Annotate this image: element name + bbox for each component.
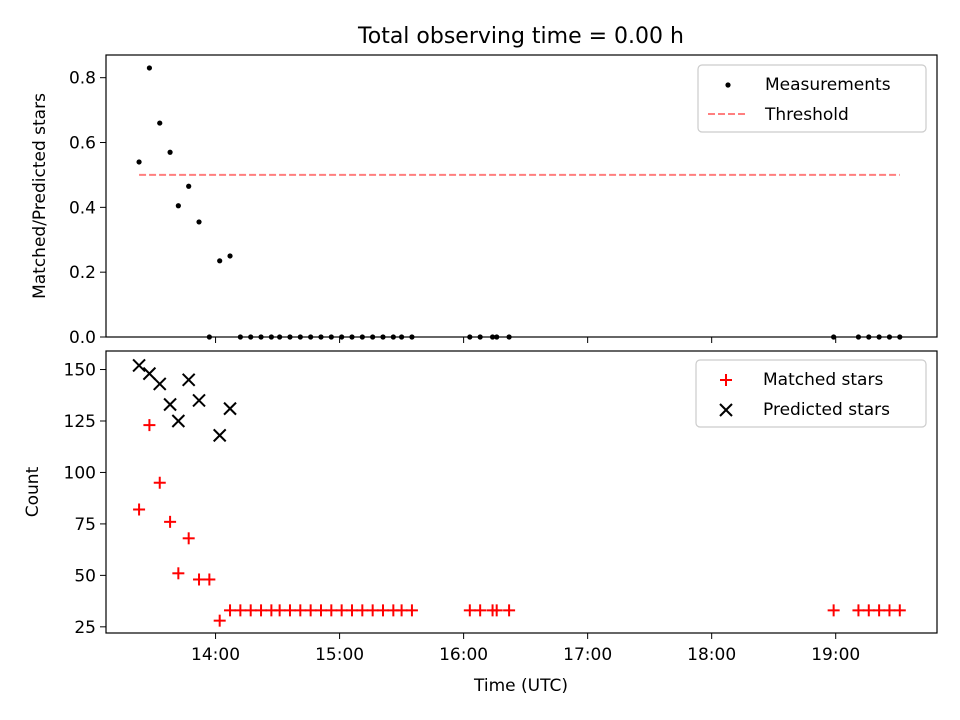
matched-star-point xyxy=(490,604,503,617)
matched-star-point xyxy=(304,604,317,617)
matched-star-point xyxy=(503,604,516,617)
bottom-ytick-label: 75 xyxy=(74,515,96,535)
bottom-xtick-label: 17:00 xyxy=(563,645,612,665)
top-ytick-label: 0.0 xyxy=(69,328,96,348)
legend-threshold-label: Threshold xyxy=(764,105,849,125)
top-plot-marks xyxy=(136,65,903,340)
measurement-point xyxy=(136,159,142,165)
matched-star-point xyxy=(366,604,379,617)
predicted-star-point xyxy=(163,397,177,412)
bottom-ytick-label: 25 xyxy=(74,618,96,638)
matched-star-point xyxy=(405,604,418,617)
matched-star-point xyxy=(294,604,307,617)
top-ytick-label: 0.6 xyxy=(69,134,96,154)
top-axis-ticks: 0.0 0.2 0.4 0.6 0.8 xyxy=(69,69,837,348)
bottom-axes-frame xyxy=(105,350,938,634)
matched-star-point xyxy=(255,604,268,617)
top-ytick-label: 0.2 xyxy=(69,263,96,283)
bottom-xtick-label: 16:00 xyxy=(439,645,488,665)
bottom-ytick-label: 125 xyxy=(64,412,96,432)
legend-measurements-marker xyxy=(725,82,731,88)
matched-star-point xyxy=(133,503,146,516)
bottom-legend: Matched stars Predicted stars xyxy=(695,359,927,428)
matched-star-point xyxy=(283,604,296,617)
legend-predicted-marker xyxy=(719,403,733,417)
figure-title: Total observing time = 0.00 h xyxy=(357,24,684,49)
bottom-ylabel: Count xyxy=(23,466,43,517)
legend-matched-label: Matched stars xyxy=(763,370,883,390)
matched-star-point xyxy=(182,532,195,545)
matched-star-point xyxy=(883,604,896,617)
predicted-star-point xyxy=(132,358,146,373)
measurement-point xyxy=(146,65,153,71)
bottom-ytick-label: 150 xyxy=(64,361,96,381)
bottom-xtick-label: 18:00 xyxy=(687,645,736,665)
legend-measurements-label: Measurements xyxy=(765,75,891,95)
predicted-star-point xyxy=(171,414,186,428)
predicted-star-point xyxy=(212,428,227,443)
measurement-point xyxy=(157,120,163,126)
matched-star-point xyxy=(213,614,226,627)
bottom-xlabel: Time (UTC) xyxy=(473,676,568,696)
bottom-ytick-label: 100 xyxy=(64,463,96,483)
matched-star-point xyxy=(335,604,348,617)
matched-star-point xyxy=(203,573,216,586)
measurement-point xyxy=(186,183,192,189)
matched-star-point xyxy=(345,604,358,617)
matched-star-point xyxy=(873,604,886,617)
matched-star-point xyxy=(463,604,476,617)
top-legend: Measurements Threshold xyxy=(697,64,927,133)
bottom-xtick-label: 19:00 xyxy=(811,645,860,665)
matched-star-point xyxy=(395,604,408,617)
bottom-axes: 14:00 15:00 16:00 17:00 18:00 19:00 25 50 75 100 1… xyxy=(23,350,938,696)
bottom-ytick-label: 50 xyxy=(74,566,96,586)
matched-star-point xyxy=(862,604,875,617)
top-ylabel: Matched/Predicted stars xyxy=(30,93,50,299)
bottom-legend-box xyxy=(695,359,927,428)
bottom-axis-ticks: 14:00 15:00 16:00 17:00 18:00 19:00 25 50 75 100 1… xyxy=(64,361,861,665)
measurement-point xyxy=(217,258,223,264)
matched-star-point xyxy=(234,604,247,617)
matched-star-point xyxy=(325,604,338,617)
bottom-plot-marks xyxy=(132,358,906,627)
matched-star-point xyxy=(314,604,327,617)
predicted-star-point xyxy=(192,393,206,408)
predicted-star-point xyxy=(223,401,237,416)
matched-star-point xyxy=(164,515,177,528)
matched-star-point xyxy=(172,567,185,580)
measurement-point xyxy=(227,253,233,259)
measurement-point xyxy=(196,219,202,225)
bottom-xtick-label: 14:00 xyxy=(191,645,240,665)
matched-star-point xyxy=(153,476,166,489)
matched-star-point xyxy=(244,604,257,617)
matched-star-point xyxy=(852,604,865,617)
matched-star-point xyxy=(377,604,389,617)
matched-star-point xyxy=(827,604,840,617)
matched-star-point xyxy=(356,604,369,617)
predicted-star-point xyxy=(181,373,196,387)
top-axes-frame xyxy=(105,54,938,338)
measurement-point xyxy=(175,203,181,209)
legend-predicted-label: Predicted stars xyxy=(763,400,890,420)
top-legend-box xyxy=(697,64,927,133)
top-ytick-label: 0.4 xyxy=(69,198,96,218)
predicted-star-point xyxy=(142,366,157,381)
legend-matched-marker xyxy=(720,374,732,386)
predicted-star-point xyxy=(153,377,167,391)
matched-star-point xyxy=(474,604,487,617)
measurement-point xyxy=(167,149,173,155)
top-ytick-label: 0.8 xyxy=(69,69,96,89)
top-axes: 0.00.20.40.60.8 Matched/Predicted stars … xyxy=(30,54,938,348)
matched-star-point xyxy=(224,604,237,617)
matched-star-point xyxy=(273,604,286,617)
matched-star-point xyxy=(143,419,156,432)
matched-star-point xyxy=(193,573,206,586)
bottom-xtick-label: 15:00 xyxy=(315,645,364,665)
matched-star-point xyxy=(893,604,906,617)
